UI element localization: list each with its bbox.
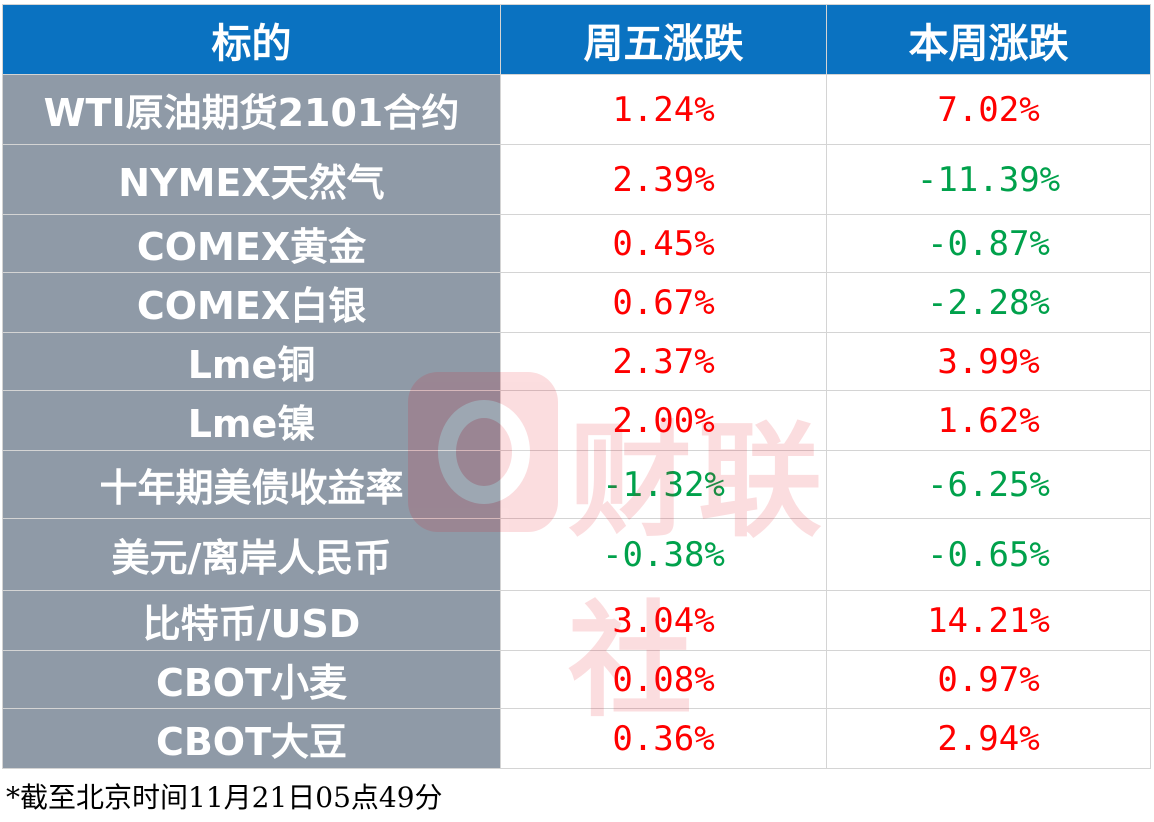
table-row: Lme镍 2.00% 1.62%	[2, 390, 1151, 451]
week-change-cell: -0.65%	[826, 518, 1151, 591]
asset-name-cell: 十年期美债收益率	[2, 450, 501, 519]
friday-change-cell: -1.32%	[500, 450, 827, 519]
asset-name-cell: Lme铜	[2, 332, 501, 391]
week-change-cell: 0.97%	[826, 650, 1151, 709]
asset-name-cell: 美元/离岸人民币	[2, 518, 501, 591]
friday-change-cell: 3.04%	[500, 590, 827, 651]
week-change-cell: 3.99%	[826, 332, 1151, 391]
table-row: COMEX白银 0.67% -2.28%	[2, 272, 1151, 333]
header-week-change: 本周涨跌	[826, 4, 1151, 75]
friday-change-cell: 0.67%	[500, 272, 827, 333]
table-header-row: 标的 周五涨跌 本周涨跌	[2, 4, 1151, 75]
asset-name-cell: CBOT小麦	[2, 650, 501, 709]
friday-change-cell: 2.00%	[500, 390, 827, 451]
asset-name-cell: 比特币/USD	[2, 590, 501, 651]
week-change-cell: 1.62%	[826, 390, 1151, 451]
header-asset: 标的	[2, 4, 501, 75]
friday-change-cell: 0.36%	[500, 708, 827, 769]
week-change-cell: -6.25%	[826, 450, 1151, 519]
table-row: 十年期美债收益率 -1.32% -6.25%	[2, 450, 1151, 519]
market-change-table: 标的 周五涨跌 本周涨跌 WTI原油期货2101合约 1.24% 7.02% NYME…	[2, 4, 1151, 769]
week-change-cell: -11.39%	[826, 144, 1151, 215]
table-row: CBOT大豆 0.36% 2.94%	[2, 708, 1151, 769]
friday-change-cell: -0.38%	[500, 518, 827, 591]
asset-name-cell: NYMEX天然气	[2, 144, 501, 215]
week-change-cell: 2.94%	[826, 708, 1151, 769]
table-row: WTI原油期货2101合约 1.24% 7.02%	[2, 74, 1151, 145]
week-change-cell: -0.87%	[826, 214, 1151, 273]
week-change-cell: 14.21%	[826, 590, 1151, 651]
header-friday-change: 周五涨跌	[500, 4, 827, 75]
week-change-cell: 7.02%	[826, 74, 1151, 145]
asset-name-cell: WTI原油期货2101合约	[2, 74, 501, 145]
friday-change-cell: 0.08%	[500, 650, 827, 709]
table-row: CBOT小麦 0.08% 0.97%	[2, 650, 1151, 709]
footnote: *截至北京时间11月21日05点49分	[6, 781, 443, 814]
asset-name-cell: COMEX白银	[2, 272, 501, 333]
asset-name-cell: CBOT大豆	[2, 708, 501, 769]
table-row: 比特币/USD 3.04% 14.21%	[2, 590, 1151, 651]
asset-name-cell: COMEX黄金	[2, 214, 501, 273]
friday-change-cell: 0.45%	[500, 214, 827, 273]
table-row: Lme铜 2.37% 3.99%	[2, 332, 1151, 391]
table-row: 美元/离岸人民币 -0.38% -0.65%	[2, 518, 1151, 591]
friday-change-cell: 2.37%	[500, 332, 827, 391]
friday-change-cell: 1.24%	[500, 74, 827, 145]
week-change-cell: -2.28%	[826, 272, 1151, 333]
table-row: COMEX黄金 0.45% -0.87%	[2, 214, 1151, 273]
asset-name-cell: Lme镍	[2, 390, 501, 451]
table-row: NYMEX天然气 2.39% -11.39%	[2, 144, 1151, 215]
friday-change-cell: 2.39%	[500, 144, 827, 215]
